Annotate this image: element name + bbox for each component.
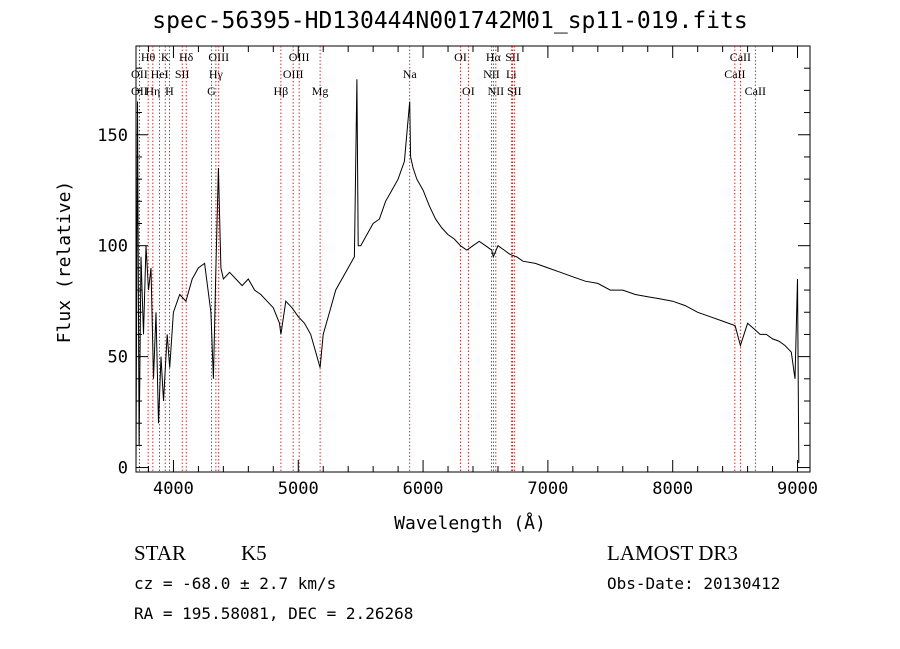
line-marker-label: CaII	[745, 84, 766, 98]
y-axis: 0 50 100 150	[97, 67, 810, 479]
redshift-info: cz = -68.0 ± 2.7 km/s	[134, 574, 337, 593]
line-marker-label: SII	[505, 50, 520, 64]
spectral-line-markers: OIIOIIHθHηHeIKHSIIHδGHγOIIIHβOIIIOIIIMgN…	[131, 46, 766, 472]
line-marker-label: Hα	[486, 50, 502, 64]
line-marker-label: OII	[131, 84, 148, 98]
line-marker-label: Na	[403, 67, 418, 81]
y-axis-label: Flux (relative)	[54, 181, 75, 344]
x-tick-label: 7000	[527, 479, 568, 499]
line-marker-label: Hη	[145, 84, 160, 98]
x-axis-label: Wavelength (Å)	[394, 512, 546, 534]
line-marker-label: OIII	[208, 50, 229, 64]
line-marker-label: NII	[488, 84, 505, 98]
line-marker-label: HeI	[151, 67, 169, 81]
spectrum-line	[135, 79, 800, 468]
line-marker-label: OI	[454, 50, 467, 64]
y-tick-label: 50	[108, 348, 128, 368]
y-tick-label: 100	[97, 237, 128, 257]
x-axis: 4000 5000 6000 7000 8000 9000	[147, 46, 818, 499]
y-tick-label: 0	[118, 459, 128, 479]
line-marker-label: NII	[483, 67, 500, 81]
line-marker-label: H	[165, 84, 174, 98]
ra-dec: RA = 195.58081, DEC = 2.26268	[134, 604, 414, 623]
line-marker-label: SII	[175, 67, 190, 81]
line-marker-label: K	[161, 50, 170, 64]
survey-name: LAMOST DR3	[607, 541, 738, 565]
y-tick-label: 150	[97, 126, 128, 146]
line-marker-label: Li	[506, 67, 517, 81]
plot-border	[135, 45, 811, 473]
obs-date: Obs-Date: 20130412	[607, 574, 781, 593]
x-tick-label: 4000	[153, 479, 194, 499]
line-marker-label: SII	[507, 84, 522, 98]
chart-title: spec-56395-HD130444N001742M01_sp11-019.f…	[152, 8, 748, 34]
flux-series	[135, 79, 800, 468]
line-marker-label: G	[207, 84, 216, 98]
plot-frame	[135, 45, 811, 473]
line-marker-label: Hβ	[274, 84, 289, 98]
line-marker-label: OIII	[289, 50, 310, 64]
line-marker-label: Hγ	[209, 67, 224, 81]
object-class: STAR	[134, 541, 186, 565]
line-marker-label: CaII	[724, 67, 745, 81]
line-marker-label: Hθ	[141, 50, 156, 64]
line-marker-label: Hδ	[179, 50, 194, 64]
line-marker-label: OI	[462, 84, 475, 98]
line-marker-label: OIII	[283, 67, 304, 81]
line-marker-label: CaII	[730, 50, 751, 64]
object-subclass: K5	[241, 541, 267, 565]
x-tick-label: 8000	[652, 479, 693, 499]
line-marker-label: Mg	[312, 84, 329, 98]
x-tick-label: 5000	[278, 479, 319, 499]
x-tick-label: 9000	[777, 479, 818, 499]
x-tick-label: 6000	[403, 479, 444, 499]
